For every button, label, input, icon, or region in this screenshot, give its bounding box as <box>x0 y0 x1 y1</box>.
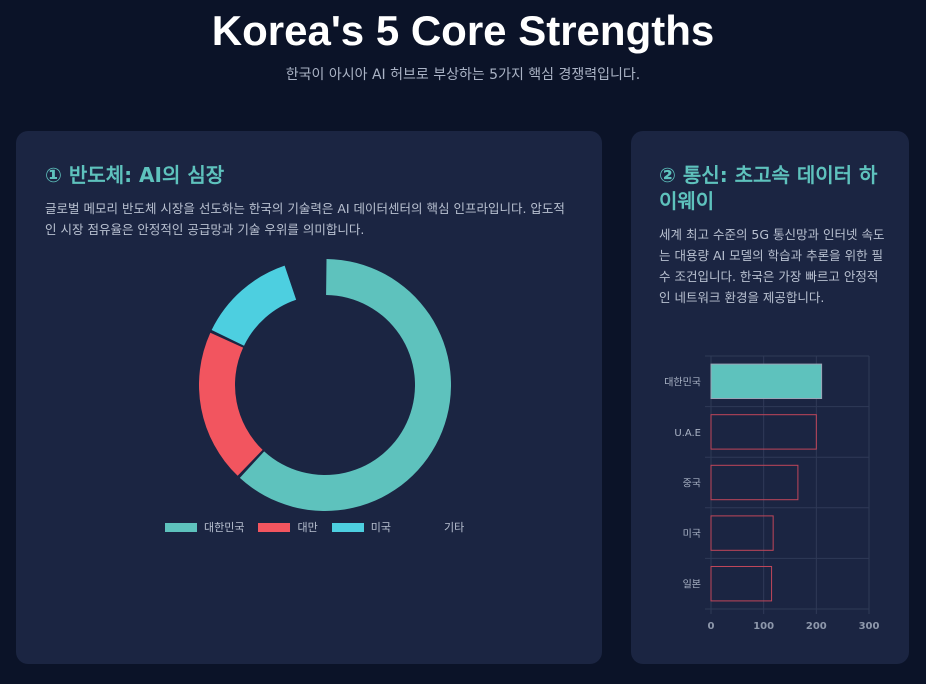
semiconductor-card-title: ① 반도체: AI의 심장 <box>45 163 225 187</box>
bar-4[interactable] <box>710 565 773 602</box>
bar-2[interactable] <box>710 464 799 501</box>
bar-x-tick-label: 0 <box>708 621 715 632</box>
bar-category-label: 대한민국 <box>664 376 701 388</box>
bar-0[interactable] <box>710 363 823 400</box>
donut-legend-item-2[interactable]: 미국 <box>331 519 391 535</box>
donut-slice-0 <box>239 259 451 511</box>
semiconductor-card-description: 글로벌 메모리 반도체 시장을 선도하는 한국의 기술력은 AI 데이터센터의 … <box>45 201 565 237</box>
legend-swatch <box>258 522 291 532</box>
legend-label: 기타 <box>443 521 465 534</box>
bar-x-tick-label: 100 <box>753 621 774 632</box>
legend-label: 대한민국 <box>204 521 245 534</box>
donut-legend: 대한민국 대만 미국 기타 <box>165 519 478 535</box>
telecom-card: ② 통신: 초고속 데이터 하이웨이 세계 최고 수준의 5G 통신망과 인터넷… <box>631 131 909 664</box>
market-share-donut-chart <box>199 259 451 511</box>
donut-slice-1 <box>199 332 263 476</box>
legend-label: 미국 <box>370 521 391 534</box>
bar-category-label: 일본 <box>683 579 701 591</box>
telecom-card-description: 세계 최고 수준의 5G 통신망과 인터넷 속도는 대용량 AI 모델의 학습과… <box>659 227 885 305</box>
legend-swatch <box>331 522 364 532</box>
bar-3[interactable] <box>710 515 774 551</box>
donut-slice-2 <box>211 265 297 346</box>
page-title: Korea's 5 Core Strengths <box>211 7 715 54</box>
donut-legend-item-0[interactable]: 대한민국 <box>165 519 244 535</box>
legend-swatch <box>165 522 197 532</box>
semiconductor-card: ① 반도체: AI의 심장 글로벌 메모리 반도체 시장을 선도하는 한국의 기… <box>16 131 602 664</box>
bar-x-tick-label: 300 <box>859 621 880 632</box>
bar-1[interactable] <box>710 414 817 450</box>
donut-legend-item-3[interactable]: 기타 <box>405 519 464 535</box>
telecom-card-title: ② 통신: 초고속 데이터 하이웨이 <box>659 163 878 213</box>
page-subtitle: 한국이 아시아 AI 허브로 부상하는 5가지 핵심 경쟁력입니다. <box>285 67 641 83</box>
legend-swatch <box>405 523 437 532</box>
donut-legend-item-1[interactable]: 대만 <box>258 519 318 535</box>
bar-category-label: U.A.E <box>674 428 701 439</box>
legend-label: 대만 <box>297 521 318 534</box>
bar-category-label: 중국 <box>683 478 701 490</box>
bar-x-tick-label: 200 <box>806 621 827 632</box>
bar-category-label: 미국 <box>683 528 701 540</box>
